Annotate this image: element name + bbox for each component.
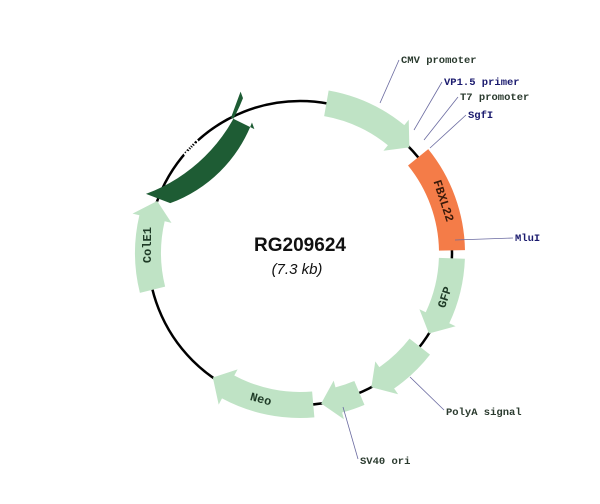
feature-gfp bbox=[419, 257, 465, 334]
callout-line-polya-signal bbox=[409, 376, 445, 411]
feature-cmv-promoter bbox=[324, 90, 410, 151]
feature-polya-signal bbox=[371, 338, 431, 395]
callout-label-mlui: MluI bbox=[515, 233, 540, 245]
callout-label-sgfi: SgfI bbox=[468, 110, 493, 122]
feature-sv40-ori bbox=[321, 380, 365, 420]
callout-label-cmv-promoter: CMV promoter bbox=[401, 55, 477, 67]
plasmid-size: (7.3 kb) bbox=[272, 261, 323, 278]
feature-cole1 bbox=[132, 201, 172, 293]
feature-label-gfp: GFP bbox=[435, 285, 455, 310]
plasmid-name: RG209624 bbox=[254, 235, 346, 256]
callout-line-cmv-promoter bbox=[379, 59, 400, 104]
feature-label-neo: Neo bbox=[248, 390, 272, 409]
callout-line-sgfi bbox=[429, 114, 467, 149]
callout-label-polya-signal: PolyA signal bbox=[446, 407, 522, 419]
feature-amp bbox=[145, 91, 255, 204]
feature-neo bbox=[212, 369, 315, 418]
feature-label-cole1: ColE1 bbox=[141, 227, 155, 263]
callout-label-t7-promoter: T7 promoter bbox=[460, 92, 529, 104]
feature-fbxl22 bbox=[408, 149, 465, 251]
callout-line-sv40-ori bbox=[342, 406, 359, 460]
callout-line-mlui bbox=[454, 237, 514, 241]
callout-line-vp1-5-primer bbox=[413, 81, 443, 131]
callout-line-t7-promoter bbox=[423, 96, 459, 141]
callout-label-vp1-5-primer: VP1.5 primer bbox=[444, 77, 520, 89]
callout-label-sv40-ori: SV40 ori bbox=[360, 456, 410, 468]
